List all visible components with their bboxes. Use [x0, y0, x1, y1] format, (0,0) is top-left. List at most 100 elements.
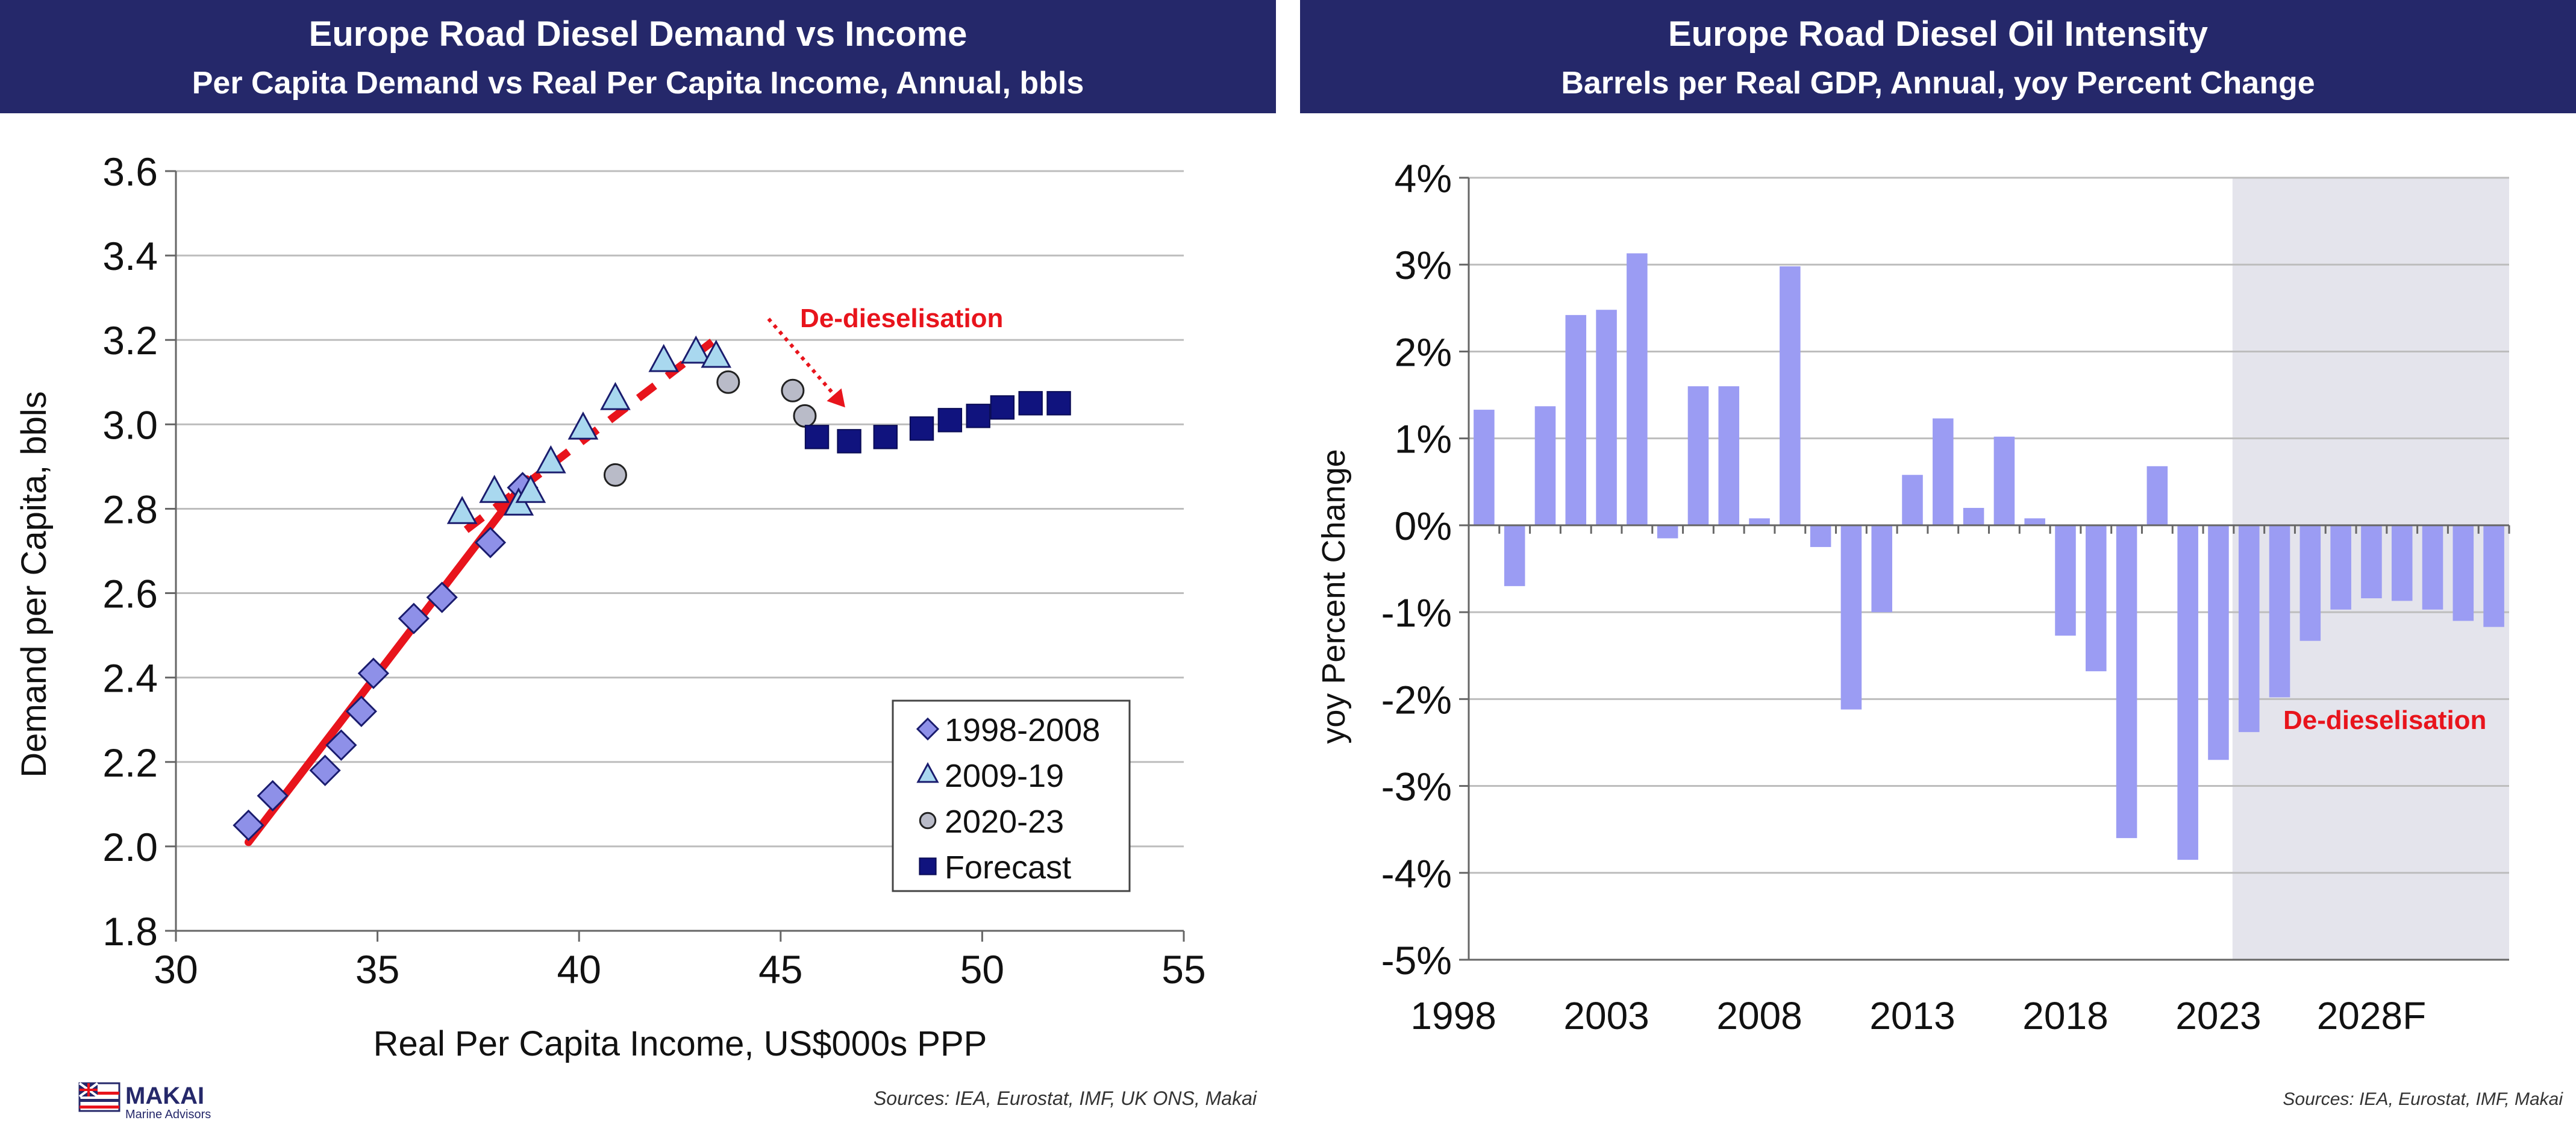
y-tick-label: -4% — [1381, 851, 1452, 896]
left-chart-panel: Europe Road Diesel Demand vs Income Per … — [0, 0, 1276, 1121]
point-2009-19 — [446, 496, 478, 524]
bar-2015 — [1963, 508, 1984, 525]
x-tick-label: 2003 — [1563, 994, 1649, 1037]
bar-2008 — [1749, 518, 1770, 525]
point-Forecast — [804, 425, 830, 449]
bar-2023 — [2208, 525, 2229, 760]
logo-tagline: Marine Advisors — [125, 1108, 211, 1121]
logo-name: MAKAI — [125, 1083, 204, 1109]
bar-2005 — [1657, 525, 1678, 539]
bar-2014 — [1933, 418, 1954, 525]
x-tick-label: 30 — [154, 947, 198, 992]
legend-label: Forecast — [945, 849, 1071, 886]
bar-2004 — [1627, 253, 1648, 525]
left-chart-source: Sources: IEA, Eurostat, IMF, UK ONS, Mak… — [874, 1087, 1257, 1109]
y-tick-label: -1% — [1381, 590, 1452, 635]
point-1998-2008 — [233, 809, 264, 841]
point-2009-19 — [536, 445, 566, 474]
right-chart-header — [1300, 0, 2576, 113]
point-1998-2008 — [474, 527, 507, 558]
x-tick-label: 45 — [758, 947, 802, 992]
bar-2003 — [1596, 310, 1617, 525]
point-1998-2008 — [426, 581, 458, 613]
bar-2016 — [1993, 436, 2015, 525]
bar-2013 — [1902, 475, 1923, 525]
left-chart-points — [233, 335, 1071, 841]
point-2009-19 — [479, 475, 510, 503]
left-y-axis-label: Demand per Capita, bbls — [14, 391, 54, 778]
y-tick-label: 0% — [1395, 504, 1452, 548]
point-2020-23 — [793, 404, 817, 428]
point-2009-19 — [600, 381, 631, 410]
legend-marker-2020-23 — [919, 812, 937, 830]
bar-2018 — [2055, 525, 2076, 636]
y-tick-label: 1% — [1395, 417, 1452, 461]
x-tick-label: 2008 — [1716, 994, 1802, 1037]
point-2020-23 — [781, 378, 805, 402]
point-1998-2008 — [398, 602, 430, 634]
left-annotation-text: De-dieselisation — [800, 304, 1003, 333]
point-1998-2008 — [257, 780, 289, 812]
point-2009-19 — [680, 335, 711, 364]
bar-2024 — [2238, 525, 2260, 733]
left-chart-title: Europe Road Diesel Demand vs Income — [309, 14, 968, 54]
x-tick-label: 2013 — [1869, 994, 1955, 1037]
right-chart-bars — [1474, 253, 2504, 860]
y-tick-label: 2% — [1395, 330, 1452, 374]
y-tick-label: -3% — [1381, 765, 1452, 809]
x-tick-label: 50 — [960, 947, 1004, 992]
point-Forecast — [1046, 391, 1071, 416]
bar-2019 — [2086, 525, 2107, 672]
point-Forecast — [873, 425, 898, 449]
left-chart-gridlines — [176, 170, 1184, 848]
legend-label: 2020-23 — [945, 804, 1064, 840]
y-tick-label: 2.8 — [102, 487, 158, 531]
bar-2022 — [2177, 525, 2198, 860]
x-tick-label: 40 — [557, 947, 601, 992]
x-tick-label: 2023 — [2175, 994, 2261, 1037]
y-tick-label: 3.6 — [102, 149, 158, 194]
right-chart-source: Sources: IEA, Eurostat, IMF, Makai — [2283, 1089, 2563, 1109]
right-chart-subtitle: Barrels per Real GDP, Annual, yoy Percen… — [1561, 66, 2315, 101]
flag-icon — [78, 1082, 120, 1112]
point-2009-19 — [648, 343, 680, 372]
bar-2027 — [2330, 525, 2351, 610]
point-Forecast — [909, 416, 934, 441]
y-tick-label: 3.4 — [102, 234, 158, 278]
point-Forecast — [966, 404, 990, 428]
left-chart-legend: 1998-2008 2009-19 2020-23 Forecast — [892, 699, 1131, 892]
bar-2002 — [1565, 314, 1587, 525]
bar-2028 — [2361, 525, 2382, 599]
y-tick-label: 3% — [1395, 243, 1452, 287]
legend-label: 1998-2008 — [945, 712, 1100, 748]
left-chart-axes: 1.8 2.0 2.2 2.4 2.6 2.8 3.0 3.2 3.4 3.6 30 35 40 45 50… — [102, 149, 1205, 992]
annotation-arrow-head — [827, 388, 845, 408]
right-chart-panel: Europe Road Diesel Oil Intensity Barrels… — [1300, 0, 2576, 1109]
y-tick-label: 3.0 — [102, 402, 158, 447]
x-tick-label: 55 — [1161, 947, 1205, 992]
y-tick-label: 4% — [1395, 156, 1452, 201]
y-tick-label: -2% — [1381, 677, 1452, 722]
right-annotation-text: De-dieselisation — [2283, 705, 2486, 735]
x-tick-label: 2028F — [2317, 994, 2426, 1037]
point-2020-23 — [603, 463, 627, 487]
bar-1999 — [1474, 410, 1495, 525]
point-1998-2008 — [325, 729, 357, 761]
y-tick-label: 2.0 — [102, 825, 158, 869]
point-Forecast — [837, 429, 861, 454]
bar-2031 — [2453, 525, 2474, 621]
makai-logo: MAKAI Marine Advisors — [78, 1082, 211, 1121]
bar-2021 — [2146, 466, 2168, 525]
bar-2020 — [2116, 525, 2137, 839]
bar-2029 — [2391, 525, 2413, 601]
bar-2001 — [1534, 406, 1556, 525]
right-chart-axes: 4% 3% 2% 1% 0% -1% -2% -3% -4% -5% 1998 2003 2008 201… — [1381, 156, 2510, 1037]
bar-2010 — [1810, 525, 1831, 547]
bar-2012 — [1871, 525, 1892, 613]
point-Forecast — [937, 408, 963, 433]
bar-2000 — [1504, 525, 1525, 586]
point-1998-2008 — [345, 695, 377, 727]
point-Forecast — [1018, 391, 1043, 416]
point-2009-19 — [701, 339, 732, 368]
